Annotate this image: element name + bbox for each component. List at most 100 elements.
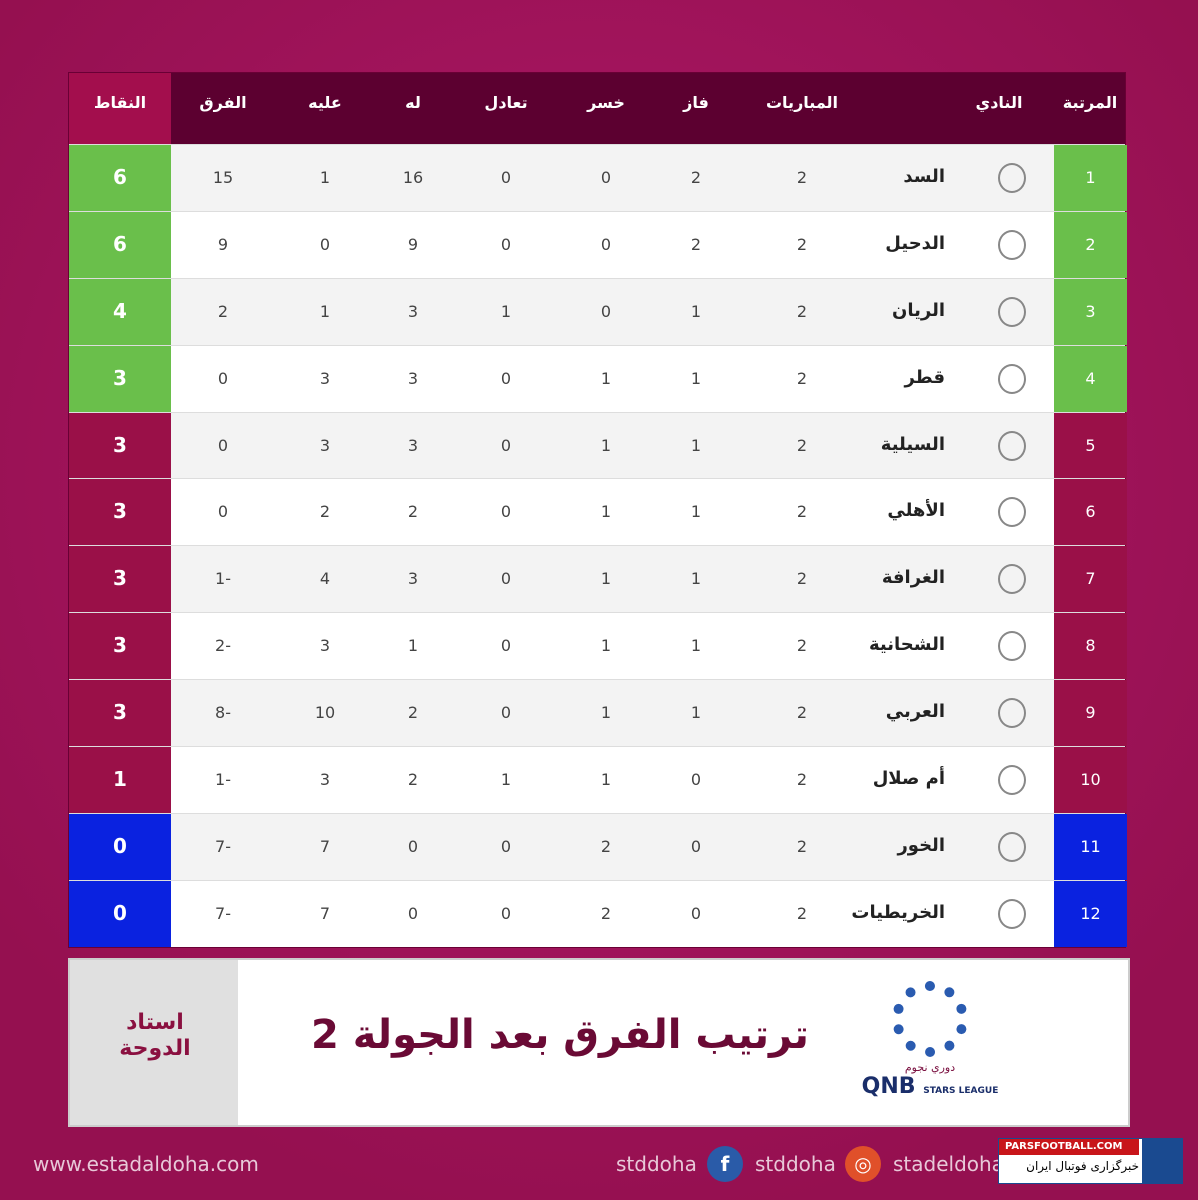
club-name: السد [903,166,945,187]
for-cell: 0 [407,903,419,923]
won-cell: 0 [690,903,702,923]
club-name: الأهلي [887,500,945,522]
diff-cell: 15 [212,168,234,187]
club-logo-icon [998,497,1026,528]
against-cell: 1 [319,168,331,187]
table-row: 3 0 2 2 0 1 1 2 الأهلي 6 [69,478,1127,546]
for-cell: 16 [402,168,424,187]
draw-cell: 1 [500,301,512,321]
against-cell: 3 [319,636,331,656]
lost-cell: 0 [600,234,612,254]
table-row: 6 9 0 9 0 0 2 2 الدحيل 2 [69,210,1127,278]
table-row: 4 2 1 3 1 0 1 2 الريان 3 [69,277,1127,345]
club-name: قطر [904,366,945,388]
won-cell: 1 [690,703,702,723]
club-logo-icon [998,430,1026,461]
rank-cell: 12 [1054,880,1127,947]
for-cell: 2 [407,703,419,723]
league-emblem-icon [892,981,968,1057]
won-cell: 1 [690,301,702,321]
rank-cell: 1 [1054,145,1127,211]
club-name: الشحانية [869,634,945,656]
club-name: أم صلال [872,768,945,790]
won-cell: 1 [690,368,702,388]
rank-cell: 3 [1054,278,1127,345]
played-cell: 2 [796,636,808,656]
won-cell: 1 [690,636,702,656]
against-cell: 3 [319,368,331,388]
played-cell: 2 [796,502,808,522]
lost-cell: 2 [600,903,612,923]
lost-cell: 0 [600,301,612,321]
standings-table: النقاط الفرق عليه له تعادل خسر فاز المبا… [68,72,1127,948]
for-cell: 3 [407,368,419,388]
handle-facebook[interactable]: stddoha [755,1152,836,1176]
lost-cell: 1 [600,703,612,723]
lost-cell: 2 [600,836,612,856]
won-cell: 1 [690,435,702,455]
league-name-en: QNB [861,1074,916,1099]
points-cell: 3 [69,680,171,747]
banner-title: ترتيب الفرق بعد الجولة 2 [311,1012,809,1058]
handle-twitter[interactable]: stddoha [616,1152,697,1176]
diff-cell: 2- [215,636,231,656]
club-logo-icon [998,831,1026,862]
table-row: 3 8- 10 2 0 1 1 2 العربي 9 [69,679,1127,747]
footer: www.estadaldoha.com stddoha f stddoha ◎ … [0,1146,1198,1182]
draw-cell: 0 [500,234,512,254]
club-name: العربي [885,701,945,723]
watermark-top: PARSFOOTBALL.COM [999,1139,1139,1155]
header-played: المباريات [765,93,839,112]
header-rank: المرتبة [1062,93,1118,112]
handle-instagram[interactable]: stadeldoha [893,1152,1004,1176]
website-link[interactable]: www.estadaldoha.com [33,1152,259,1176]
lost-cell: 1 [600,569,612,589]
won-cell: 1 [690,569,702,589]
header-for: له [405,93,421,112]
rank-cell: 4 [1054,345,1127,412]
diff-cell: 7- [215,903,231,923]
for-cell: 3 [407,569,419,589]
diff-cell: 8- [215,703,231,723]
draw-cell: 0 [500,168,512,187]
points-cell: 3 [69,412,171,479]
rank-cell: 6 [1054,479,1127,546]
table-row: 3 0 3 3 0 1 1 2 السيلية 5 [69,411,1127,479]
points-cell: 3 [69,546,171,613]
points-cell: 1 [69,747,171,813]
draw-cell: 0 [500,636,512,656]
points-cell: 3 [69,613,171,680]
rank-cell: 5 [1054,412,1127,479]
played-cell: 2 [796,234,808,254]
club-name: السيلية [880,433,945,455]
played-cell: 2 [796,903,808,923]
points-cell: 6 [69,145,171,211]
draw-cell: 0 [500,368,512,388]
against-cell: 1 [319,301,331,321]
parsfootball-watermark: PARSFOOTBALL.COM خبرگزاری فوتبال ایران [998,1138,1183,1184]
diff-cell: 1- [215,569,231,589]
against-cell: 10 [314,703,336,723]
title-banner: استاد الدوحة ترتيب الفرق بعد الجولة 2 دو… [68,958,1130,1127]
played-cell: 2 [796,836,808,856]
instagram-icon[interactable]: ◎ [845,1146,881,1182]
player-icon [1142,1139,1182,1183]
won-cell: 2 [690,234,702,254]
draw-cell: 0 [500,836,512,856]
points-cell: 0 [69,813,171,880]
club-name: الغرافة [881,567,945,589]
against-cell: 4 [319,569,331,589]
diff-cell: 9 [217,234,229,254]
draw-cell: 1 [500,770,512,790]
draw-cell: 0 [500,435,512,455]
diff-cell: 0 [217,502,229,522]
points-cell: 3 [69,345,171,412]
lost-cell: 1 [600,502,612,522]
draw-cell: 0 [500,569,512,589]
for-cell: 1 [407,636,419,656]
club-logo-icon [998,631,1026,662]
league-name-ar: دوري نجوم [904,1061,956,1074]
header-diff: الفرق [199,93,247,112]
facebook-icon[interactable]: f [707,1146,743,1182]
points-cell: 4 [69,278,171,345]
